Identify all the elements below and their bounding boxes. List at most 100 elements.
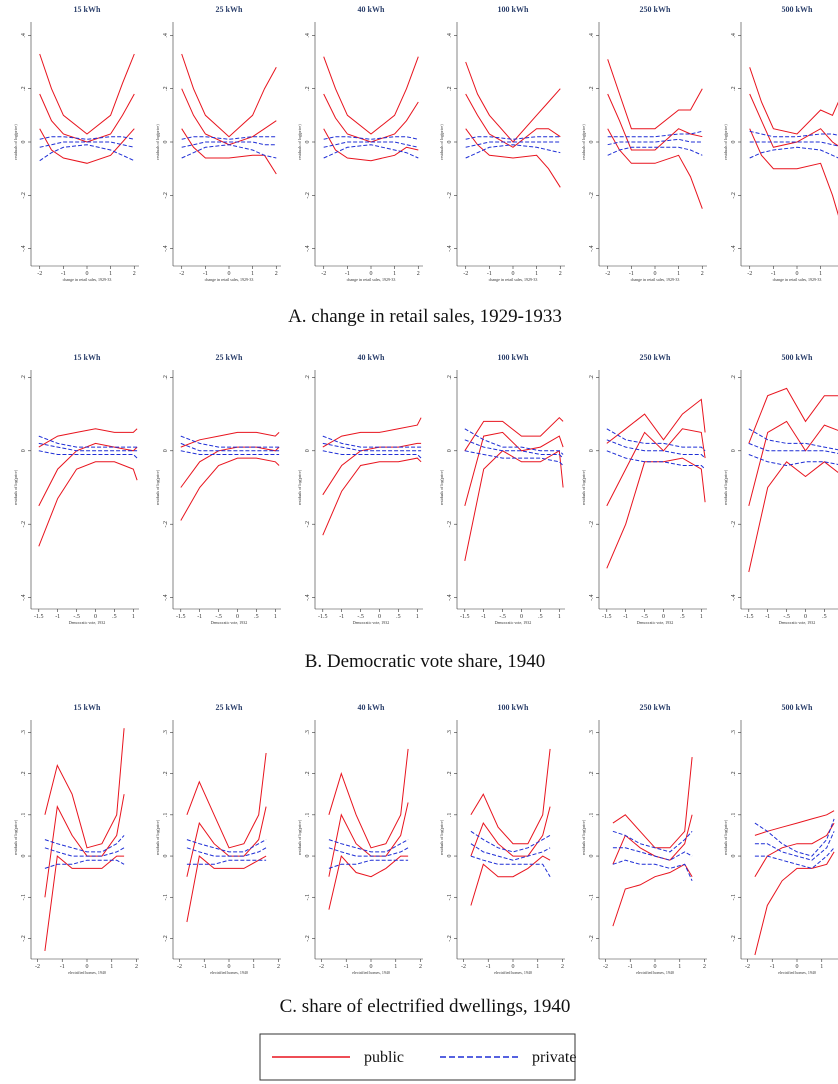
y-tick-label: .2 xyxy=(163,771,169,776)
x-axis-label: electrified homes, 1940 xyxy=(494,970,532,976)
confidence-line xyxy=(612,830,693,853)
x-tick-label: 0 xyxy=(228,271,231,277)
y-tick-label: -.2 xyxy=(163,521,169,528)
y-tick-label: .2 xyxy=(305,86,311,91)
x-tick-label: -1 xyxy=(61,271,66,277)
panel-title: 25 kWh xyxy=(216,703,243,712)
y-axis-label: residuals of log(price) xyxy=(297,469,302,505)
fit-line xyxy=(607,93,703,151)
panel-title: 250 kWh xyxy=(640,353,671,362)
y-tick-label: -.1 xyxy=(163,894,169,901)
x-axis-label: electrified homes, 1940 xyxy=(778,970,816,976)
fit-line xyxy=(465,93,561,148)
x-tick-label: 1 xyxy=(677,271,680,277)
y-tick-label: .2 xyxy=(447,375,453,380)
x-axis-label: electrified homes, 1940 xyxy=(68,970,106,976)
y-tick-label: -.4 xyxy=(589,594,595,601)
y-tick-label: 0 xyxy=(589,141,595,144)
y-tick-label: .2 xyxy=(589,771,595,776)
confidence-line xyxy=(465,144,561,159)
x-tick-label: 1 xyxy=(274,614,277,620)
y-tick-label: -.2 xyxy=(589,935,595,942)
y-tick-label: -.4 xyxy=(21,594,27,601)
x-tick-label: 1 xyxy=(700,614,703,620)
y-tick-label: .1 xyxy=(163,813,169,818)
y-tick-label: 0 xyxy=(305,141,311,144)
y-axis-label: residuals of log(price) xyxy=(13,819,18,855)
panel-title: 40 kWh xyxy=(358,353,385,362)
confidence-line xyxy=(180,435,280,448)
y-tick-label: .1 xyxy=(731,813,737,818)
x-axis-label: Democratic vote, 1932 xyxy=(353,620,390,626)
confidence-line xyxy=(749,130,838,138)
y-tick-label: .3 xyxy=(163,730,169,735)
y-axis-label: residuals of log(price) xyxy=(723,819,728,855)
x-tick-label: 0 xyxy=(86,964,89,970)
confidence-line xyxy=(323,56,419,135)
panel-title: 250 kWh xyxy=(640,703,671,712)
x-tick-label: 0 xyxy=(228,964,231,970)
panel-title: 15 kWh xyxy=(74,353,101,362)
confidence-line xyxy=(38,450,138,459)
y-tick-label: -.2 xyxy=(447,935,453,942)
x-tick-label: -.5 xyxy=(499,614,506,620)
confidence-line xyxy=(464,450,564,466)
y-axis-label: residuals of log(price) xyxy=(581,124,586,160)
x-tick-label: 1 xyxy=(416,614,419,620)
confidence-line xyxy=(322,417,422,448)
y-tick-label: .2 xyxy=(305,375,311,380)
x-tick-label: -1 xyxy=(55,614,60,620)
y-tick-label: 0 xyxy=(21,449,27,452)
confidence-line xyxy=(464,428,564,455)
fit-line xyxy=(39,93,135,143)
fit-line xyxy=(180,446,280,488)
y-tick-label: .2 xyxy=(447,771,453,776)
x-tick-label: 1 xyxy=(820,964,823,970)
y-tick-label: 0 xyxy=(731,449,737,452)
y-tick-label: .1 xyxy=(21,813,27,818)
fit-line xyxy=(749,93,838,148)
y-tick-label: -.2 xyxy=(305,192,311,199)
x-tick-label: 0 xyxy=(86,271,89,277)
x-tick-label: 1 xyxy=(251,271,254,277)
x-tick-label: 2 xyxy=(701,271,704,277)
confidence-line xyxy=(39,144,135,162)
confidence-line xyxy=(323,136,419,140)
x-tick-label: -.5 xyxy=(215,614,222,620)
confidence-line xyxy=(180,457,280,521)
confidence-line xyxy=(607,130,703,138)
fit-line xyxy=(470,806,551,857)
y-tick-label: -.1 xyxy=(447,894,453,901)
x-axis-label: Democratic vote, 1932 xyxy=(211,620,248,626)
y-tick-label: -.4 xyxy=(589,245,595,252)
confidence-line xyxy=(606,450,706,470)
y-axis-label: residuals of log(price) xyxy=(439,469,444,505)
x-tick-label: 0 xyxy=(512,271,515,277)
legend-label: public xyxy=(364,1049,404,1066)
fit-line xyxy=(612,814,693,865)
x-axis-label: Democratic vote, 1932 xyxy=(69,620,106,626)
y-tick-label: 0 xyxy=(589,449,595,452)
y-axis-label: residuals of log(price) xyxy=(439,124,444,160)
confidence-line xyxy=(181,53,277,138)
panel-title: 25 kWh xyxy=(216,353,243,362)
x-tick-label: -2 xyxy=(321,271,326,277)
y-axis-label: residuals of log(price) xyxy=(155,819,160,855)
x-tick-label: 1 xyxy=(110,964,113,970)
panel-title: 40 kWh xyxy=(358,5,385,14)
y-tick-label: -.4 xyxy=(21,245,27,252)
confidence-line xyxy=(612,859,693,882)
confidence-line xyxy=(44,855,125,951)
x-tick-label: -1.5 xyxy=(34,614,44,620)
confidence-line xyxy=(38,435,138,448)
fit-line xyxy=(44,794,125,898)
y-tick-label: -.2 xyxy=(163,935,169,942)
x-tick-label: -2 xyxy=(461,964,466,970)
x-tick-label: .5 xyxy=(538,614,543,620)
y-tick-label: -.1 xyxy=(731,894,737,901)
confidence-line xyxy=(322,457,422,536)
y-tick-label: -.1 xyxy=(305,894,311,901)
x-tick-label: -2 xyxy=(37,271,42,277)
y-tick-label: .3 xyxy=(21,730,27,735)
